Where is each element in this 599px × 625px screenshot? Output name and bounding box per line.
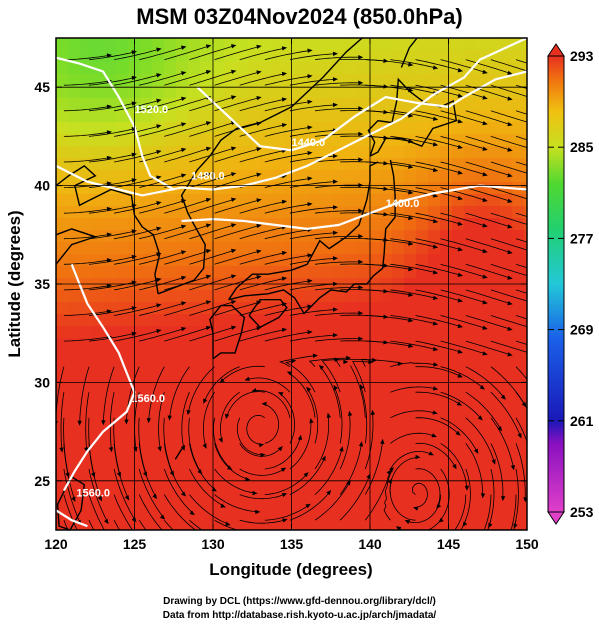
contour-label: 1520.0: [135, 104, 169, 116]
x-tick-label: 145: [437, 536, 461, 552]
x-tick-label: 140: [358, 536, 382, 552]
colorbar-tick-label: 253: [570, 504, 594, 520]
y-tick-label: 30: [34, 374, 50, 390]
x-tick-labels: 120 125 130 135 140 145 150: [44, 536, 539, 552]
contour-label: 1400.0: [386, 198, 420, 210]
streamlines: [56, 44, 527, 530]
x-tick-label: 150: [515, 536, 539, 552]
colorbar-tick-label: 261: [570, 413, 594, 429]
contour-label: 1440.0: [292, 137, 326, 149]
colorbar-tick-label: 285: [570, 139, 594, 155]
y-tick-label: 40: [34, 178, 50, 194]
y-tick-label: 25: [34, 473, 50, 489]
lat-lon-grid: [56, 38, 527, 530]
credit-drawing: Drawing by DCL (https://www.gfd-dennou.o…: [163, 596, 436, 607]
x-tick-label: 125: [123, 536, 147, 552]
x-tick-label: 130: [201, 536, 225, 552]
credit-data-source: Data from http://database.rish.kyoto-u.a…: [162, 610, 437, 621]
y-tick-label: 45: [34, 79, 50, 95]
chart-title: MSM 03Z04Nov2024 (850.0hPa): [136, 4, 463, 29]
colorbar-bottom-arrow: [547, 511, 565, 525]
colorbar-tick-label: 269: [570, 322, 594, 338]
x-tick-label: 135: [280, 536, 304, 552]
contour-label: 1560.0: [76, 488, 110, 500]
colorbar-tick-label: 277: [570, 230, 594, 246]
y-tick-labels: 25 30 35 40 45: [34, 79, 50, 489]
colorbar-tick-label: 293: [570, 48, 594, 64]
x-tick-label: 120: [44, 536, 68, 552]
y-tick-label: 35: [34, 276, 50, 292]
axis-ticks: [55, 38, 528, 530]
contour-label: 1480.0: [191, 171, 225, 183]
contour-label: 1560.0: [131, 393, 165, 405]
colorbar: 253 261 269 277 285 293: [547, 43, 594, 525]
y-axis-title: Latitude (degrees): [5, 210, 24, 357]
x-axis-title: Longitude (degrees): [209, 560, 372, 579]
colorbar-top-arrow: [547, 43, 565, 57]
colorbar-ramp: [547, 55, 565, 513]
